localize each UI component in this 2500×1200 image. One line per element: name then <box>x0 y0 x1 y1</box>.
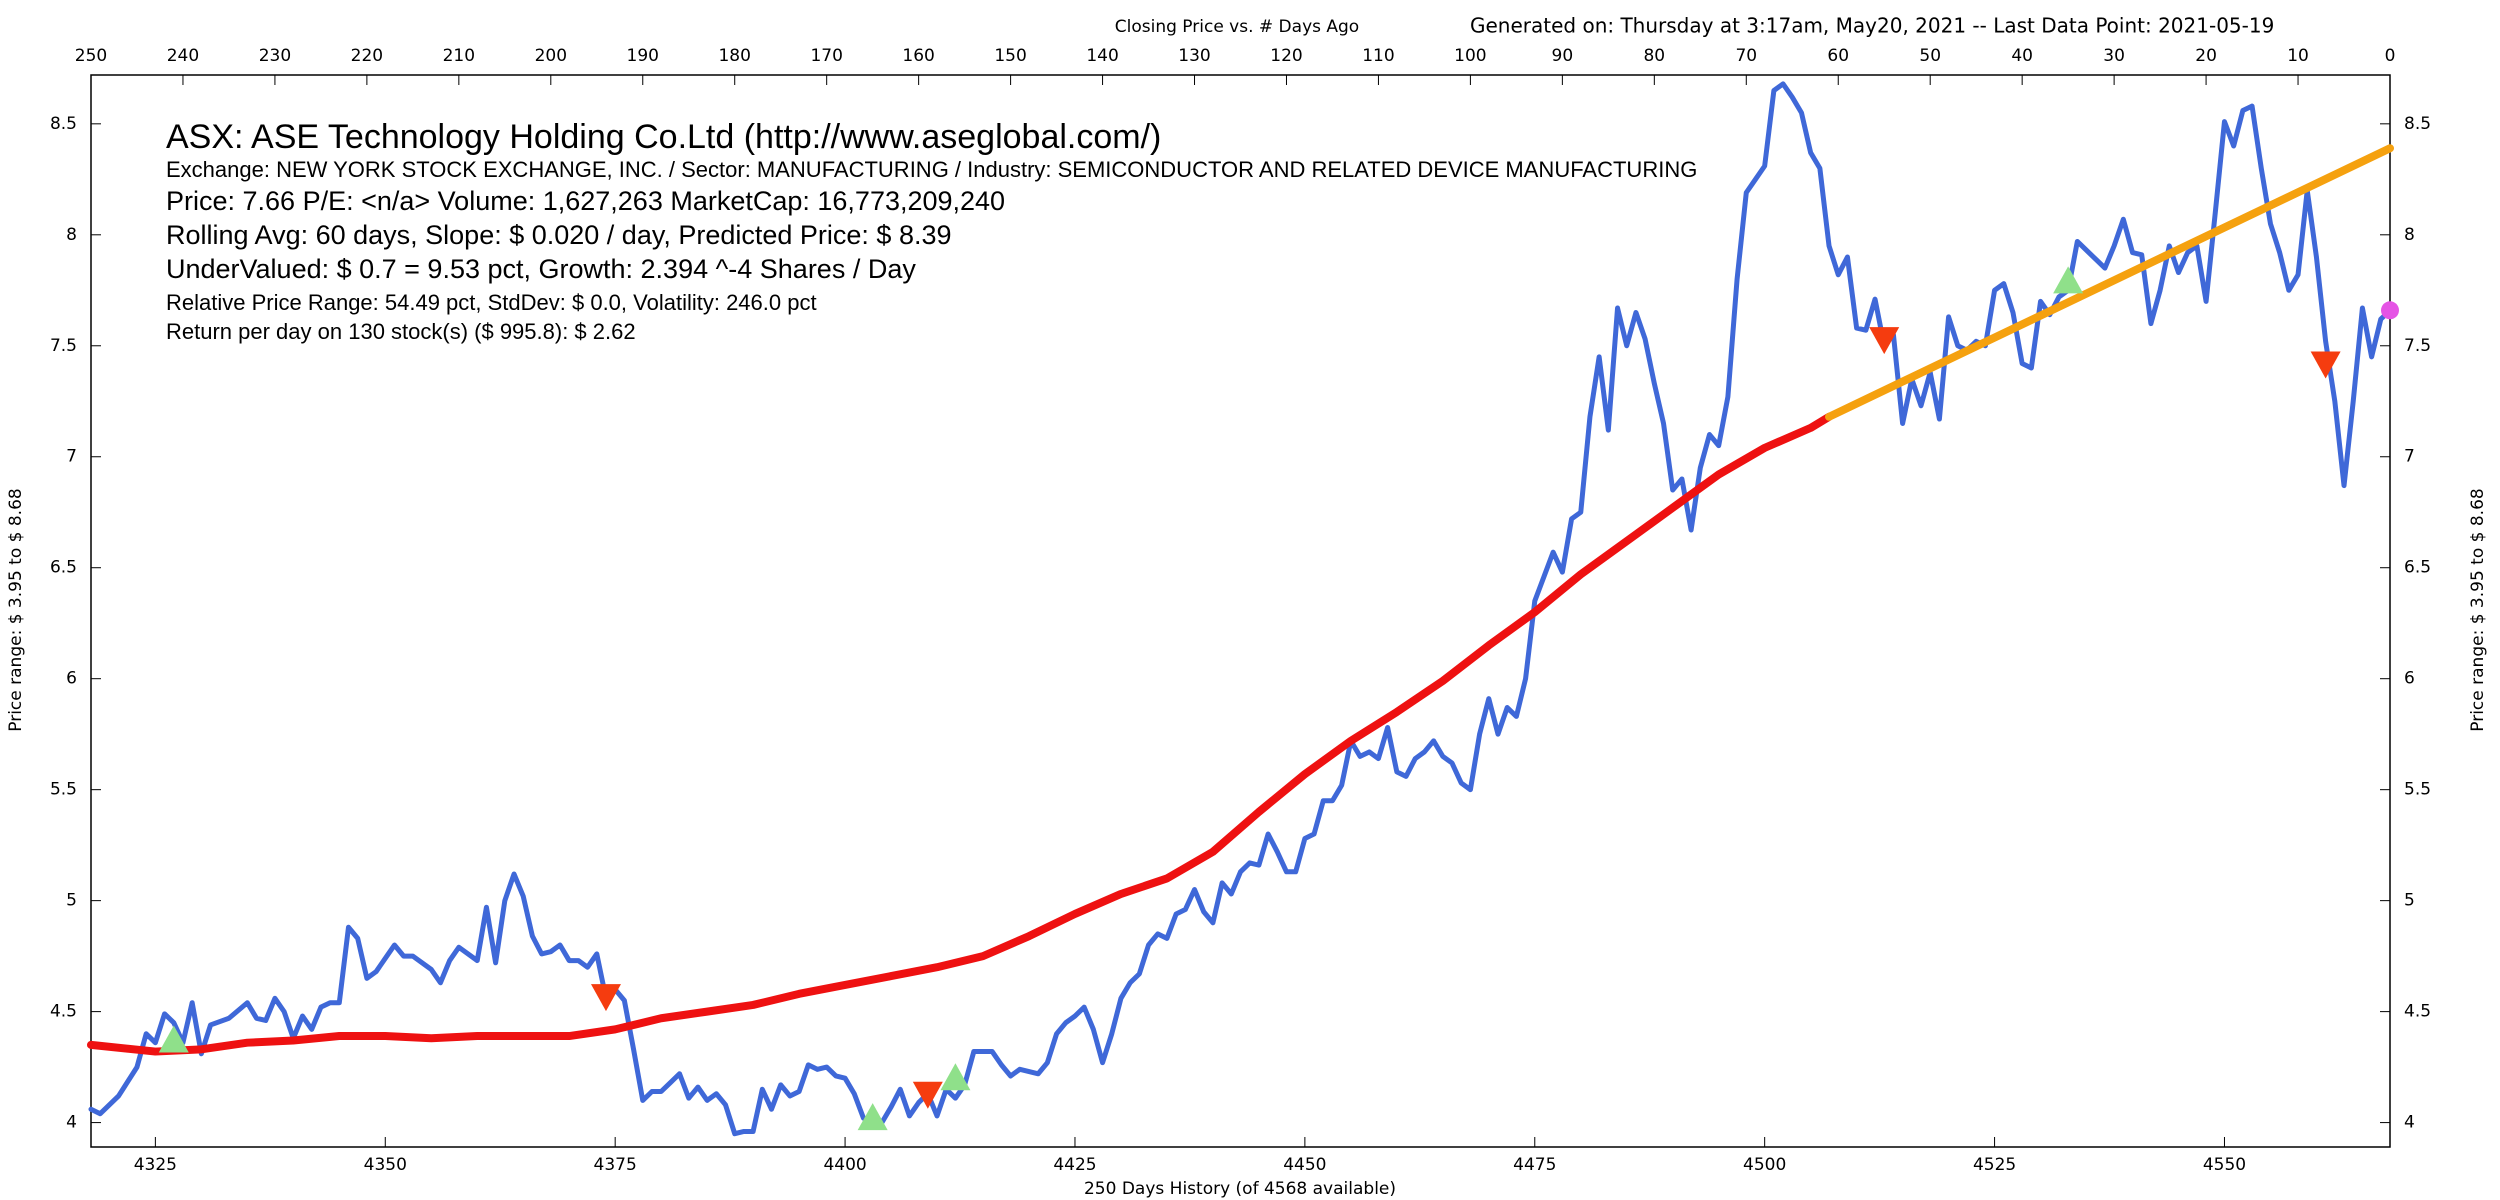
x2-tick-label: 50 <box>1919 46 1941 66</box>
x2-tick-label: 20 <box>2195 46 2217 66</box>
y-tick-label: 4 <box>66 1113 77 1133</box>
y-tick-label: 4.5 <box>50 1002 77 1022</box>
y-tick-label-right: 6 <box>2404 669 2415 689</box>
x2-tick-label: 190 <box>627 46 659 66</box>
x-tick-label: 4400 <box>823 1155 866 1175</box>
info-line: Price: 7.66 P/E: <n/a> Volume: 1,627,263… <box>166 186 1005 216</box>
x2-tick-label: 110 <box>1362 46 1394 66</box>
x-tick-label: 4525 <box>1973 1155 2016 1175</box>
x-tick-label: 4350 <box>364 1155 407 1175</box>
y-tick-label: 6 <box>66 669 77 689</box>
y-tick-label-right: 8 <box>2404 225 2415 245</box>
x2-tick-label: 140 <box>1086 46 1118 66</box>
x2-tick-label: 130 <box>1178 46 1210 66</box>
sell-marker <box>590 984 621 1012</box>
buy-marker <box>158 1025 189 1053</box>
x2-tick-label: 220 <box>351 46 383 66</box>
info-line: UnderValued: $ 0.7 = 9.53 pct, Growth: 2… <box>166 254 916 284</box>
x2-tick-label: 40 <box>2011 46 2033 66</box>
buy-marker <box>857 1103 888 1131</box>
x2-tick-label: 90 <box>1552 46 1574 66</box>
x2-tick-label: 80 <box>1643 46 1665 66</box>
x-tick-label: 4550 <box>2203 1155 2246 1175</box>
x2-tick-label: 210 <box>443 46 475 66</box>
x2-tick-label: 70 <box>1735 46 1757 66</box>
x2-tick-label: 30 <box>2103 46 2125 66</box>
x-tick-label: 4325 <box>134 1155 177 1175</box>
y-tick-label-right: 4.5 <box>2404 1002 2431 1022</box>
y-tick-label: 7.5 <box>50 336 77 356</box>
sell-marker <box>2310 351 2341 379</box>
x2-tick-label: 250 <box>75 46 107 66</box>
x2-tick-label: 160 <box>902 46 934 66</box>
x2-tick-label: 120 <box>1270 46 1302 66</box>
y-tick-label-right: 6.5 <box>2404 558 2431 578</box>
y-axis-label-right: Price range: $ 3.95 to $ 8.68 <box>2468 488 2488 731</box>
info-block: ASX: ASE Technology Holding Co.Ltd (http… <box>166 118 1697 344</box>
y-axis-label: Price range: $ 3.95 to $ 8.68 <box>6 488 26 731</box>
y-tick-label: 6.5 <box>50 558 77 578</box>
x2-tick-label: 60 <box>1827 46 1849 66</box>
y-tick-label-right: 5.5 <box>2404 780 2431 800</box>
x-tick-label: 4425 <box>1053 1155 1096 1175</box>
marker-dot <box>2381 301 2399 320</box>
sell-marker <box>1869 327 1900 355</box>
x2-tick-label: 0 <box>2385 46 2396 66</box>
x2-tick-label: 150 <box>994 46 1026 66</box>
x2-tick-label: 200 <box>535 46 567 66</box>
price-line <box>87 412 1834 1056</box>
price-line <box>1825 144 2394 421</box>
buy-marker <box>2053 266 2084 294</box>
x2-tick-label: 100 <box>1454 46 1486 66</box>
x-tick-label: 4500 <box>1743 1155 1786 1175</box>
x2-tick-label: 170 <box>810 46 842 66</box>
x-tick-label: 4375 <box>594 1155 637 1175</box>
y-tick-label-right: 7.5 <box>2404 336 2431 356</box>
y-tick-label-right: 8.5 <box>2404 114 2431 134</box>
x-tick-label: 4475 <box>1513 1155 1556 1175</box>
info-line: ASX: ASE Technology Holding Co.Ltd (http… <box>166 118 1161 156</box>
y-tick-label: 8 <box>66 225 77 245</box>
x-tick-label: 4450 <box>1283 1155 1326 1175</box>
x2-tick-label: 230 <box>259 46 291 66</box>
y-tick-label: 8.5 <box>50 114 77 134</box>
plot-frame <box>90 74 2391 1148</box>
y-tick-label: 5 <box>66 891 77 911</box>
y-tick-label-right: 5 <box>2404 891 2415 911</box>
chart-title: Closing Price vs. # Days Ago <box>1115 17 1359 37</box>
y-tick-label-right: 7 <box>2404 447 2415 467</box>
chart-subtitle: Generated on: Thursday at 3:17am, May20,… <box>1470 14 2274 38</box>
x2-tick-label: 180 <box>718 46 750 66</box>
info-line: Return per day on 130 stock(s) ($ 995.8)… <box>166 319 636 344</box>
info-line: Rolling Avg: 60 days, Slope: $ 0.020 / d… <box>166 220 952 250</box>
y-tick-label: 5.5 <box>50 780 77 800</box>
info-line: Relative Price Range: 54.49 pct, StdDev:… <box>166 290 817 315</box>
x2-tick-label: 10 <box>2287 46 2309 66</box>
sell-marker <box>912 1081 943 1109</box>
y-tick-label: 7 <box>66 447 77 467</box>
info-line: Exchange: NEW YORK STOCK EXCHANGE, INC. … <box>166 157 1697 182</box>
price-line <box>88 81 2393 1137</box>
buy-marker <box>940 1063 971 1091</box>
x-axis-label: 250 Days History (of 4568 available) <box>1084 1179 1396 1199</box>
y-tick-label-right: 4 <box>2404 1113 2415 1133</box>
x2-tick-label: 240 <box>167 46 199 66</box>
